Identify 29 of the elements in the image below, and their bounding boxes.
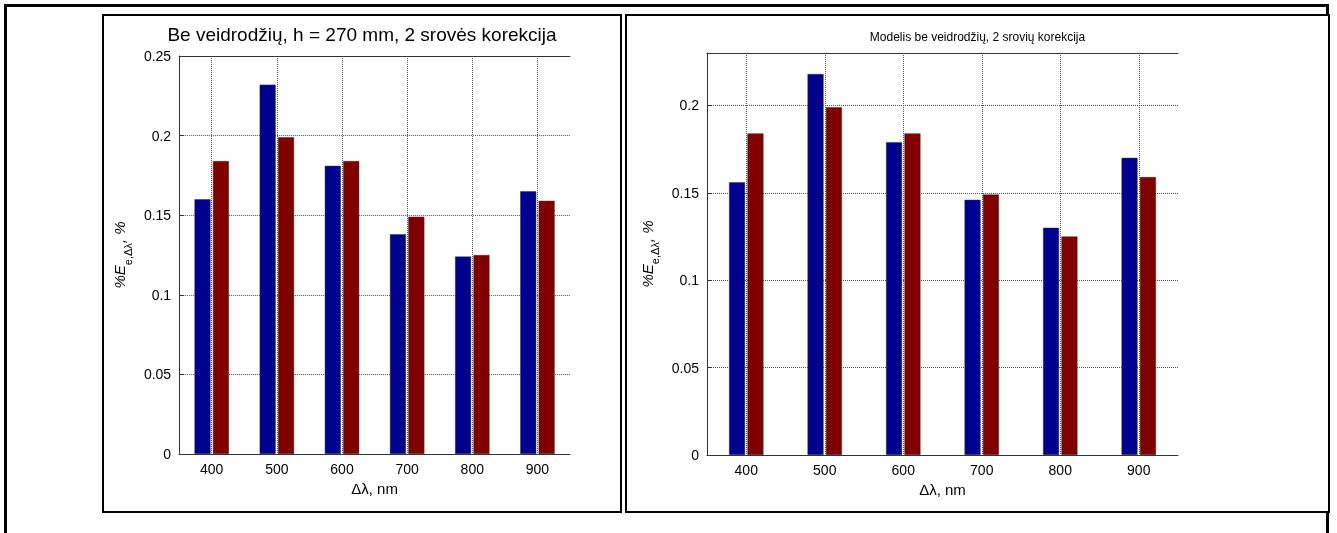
x-axis-title: Δλ, nm bbox=[919, 481, 966, 498]
y-tick-label: 0.25 bbox=[143, 48, 172, 64]
x-tick-label: 400 bbox=[200, 461, 224, 477]
x-tick-label: 500 bbox=[813, 462, 837, 478]
y-tick-label: 0.05 bbox=[671, 359, 700, 376]
chart-title: Be veidrodžių, h = 270 mm, 2 srovės korekcija bbox=[167, 24, 557, 45]
x-tick-label: 600 bbox=[891, 462, 916, 478]
x-tick-label: 900 bbox=[525, 461, 550, 477]
y-tick-label: 0.1 bbox=[151, 286, 172, 303]
x-tick-label: 400 bbox=[734, 462, 759, 478]
y-tick-label: 0.2 bbox=[151, 127, 172, 144]
y-tick-label: 0 bbox=[691, 447, 700, 463]
x-tick-label: 800 bbox=[1048, 462, 1073, 478]
y-axis-title: %Ee,Δλ, % bbox=[638, 220, 662, 288]
x-tick-label: 900 bbox=[1127, 462, 1151, 478]
x-tick-label: 700 bbox=[970, 462, 994, 478]
y-axis-title: %Ee,Δλ, % bbox=[111, 221, 134, 289]
x-tick-label: 500 bbox=[265, 461, 289, 477]
x-tick-label: 700 bbox=[395, 461, 420, 477]
y-tick-label: 0.15 bbox=[671, 184, 700, 201]
x-tick-label: 600 bbox=[330, 461, 354, 477]
y-tick-label: 0.15 bbox=[143, 207, 172, 224]
y-tick-label: 0.05 bbox=[143, 366, 172, 383]
chart-title: Modelis be veidrodžių, 2 srovių korekcija bbox=[869, 30, 1086, 44]
y-tick-label: 0.2 bbox=[679, 97, 700, 114]
x-tick-label: 800 bbox=[460, 461, 485, 477]
y-tick-label: 0.1 bbox=[679, 272, 700, 289]
x-axis-title: Δλ, nm bbox=[351, 480, 398, 497]
y-tick-label: 0 bbox=[163, 446, 172, 462]
